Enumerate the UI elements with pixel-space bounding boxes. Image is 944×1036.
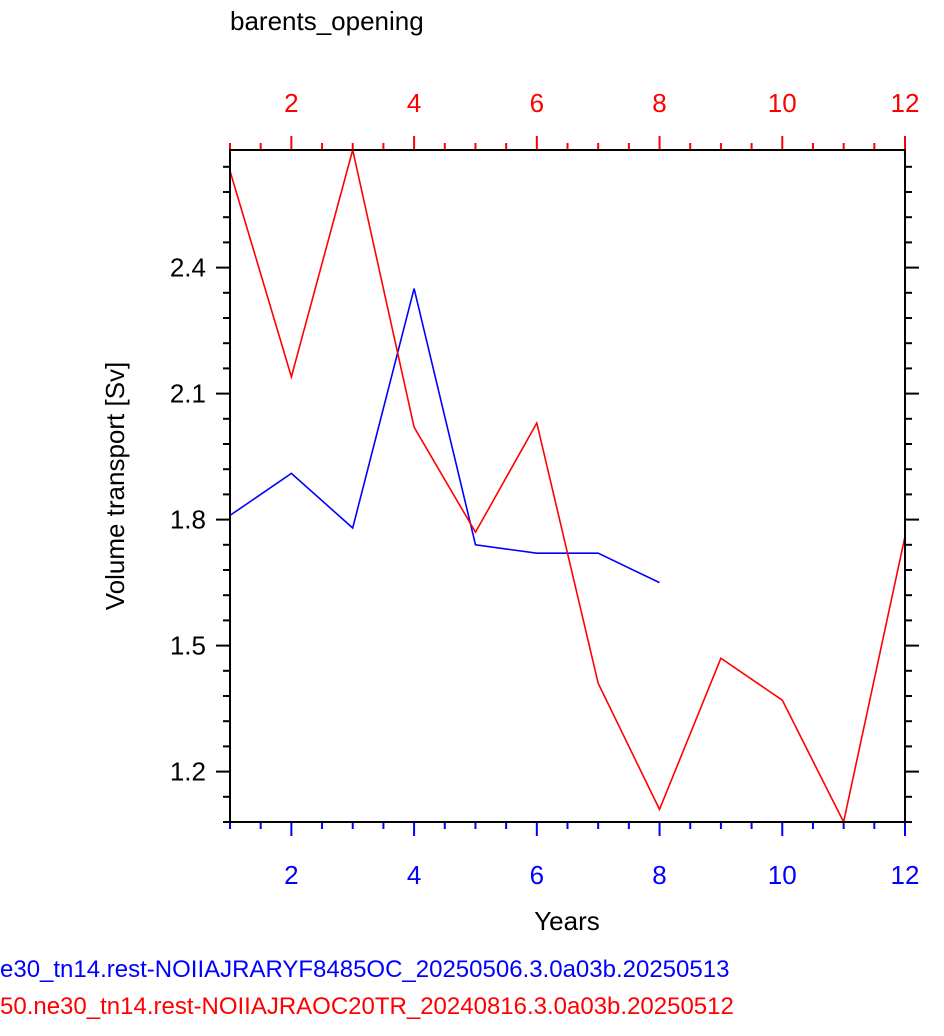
right-y-axis bbox=[905, 165, 919, 823]
chart-title: barents_opening bbox=[230, 6, 424, 36]
top-x-tick-label: 6 bbox=[530, 88, 544, 118]
bottom-x-tick-label: 2 bbox=[284, 860, 298, 890]
bottom-x-tick-label: 8 bbox=[652, 860, 666, 890]
bottom-x-tick-label: 4 bbox=[407, 860, 421, 890]
left-y-axis: 1.2 1.5 1.8 2.1 2.4 bbox=[170, 165, 230, 823]
top-x-tick-label: 12 bbox=[891, 88, 920, 118]
bottom-x-tick-label: 12 bbox=[891, 860, 920, 890]
top-x-tick-label: 4 bbox=[407, 88, 421, 118]
series-line-blue bbox=[229, 288, 660, 584]
x-axis-label: Years bbox=[534, 906, 600, 936]
y-axis-label: Volume transport [Sv] bbox=[100, 362, 130, 611]
bottom-x-tick-label: 6 bbox=[530, 860, 544, 890]
top-x-tick-label: 2 bbox=[284, 88, 298, 118]
plot-frame bbox=[229, 149, 906, 823]
y-tick-label: 1.2 bbox=[170, 757, 206, 787]
series-line-red bbox=[229, 149, 906, 825]
y-tick-label: 1.5 bbox=[170, 631, 206, 661]
legend-series-red: 50.ne30_tn14.rest-NOIIAJRAOC20TR_2024081… bbox=[0, 993, 734, 1020]
top-x-axis: 2 4 6 8 10 12 bbox=[229, 88, 920, 150]
bottom-x-axis: 2 4 6 8 10 12 bbox=[229, 822, 920, 890]
top-x-tick-label: 8 bbox=[652, 88, 666, 118]
y-tick-label: 1.8 bbox=[170, 505, 206, 535]
bottom-x-tick-label: 10 bbox=[768, 860, 797, 890]
top-x-tick-label: 10 bbox=[768, 88, 797, 118]
legend-series-blue: e30_tn14.rest-NOIIAJRARYF8485OC_20250506… bbox=[0, 956, 730, 983]
y-tick-label: 2.4 bbox=[170, 253, 206, 283]
series-layer bbox=[229, 149, 906, 825]
y-tick-label: 2.1 bbox=[170, 379, 206, 409]
